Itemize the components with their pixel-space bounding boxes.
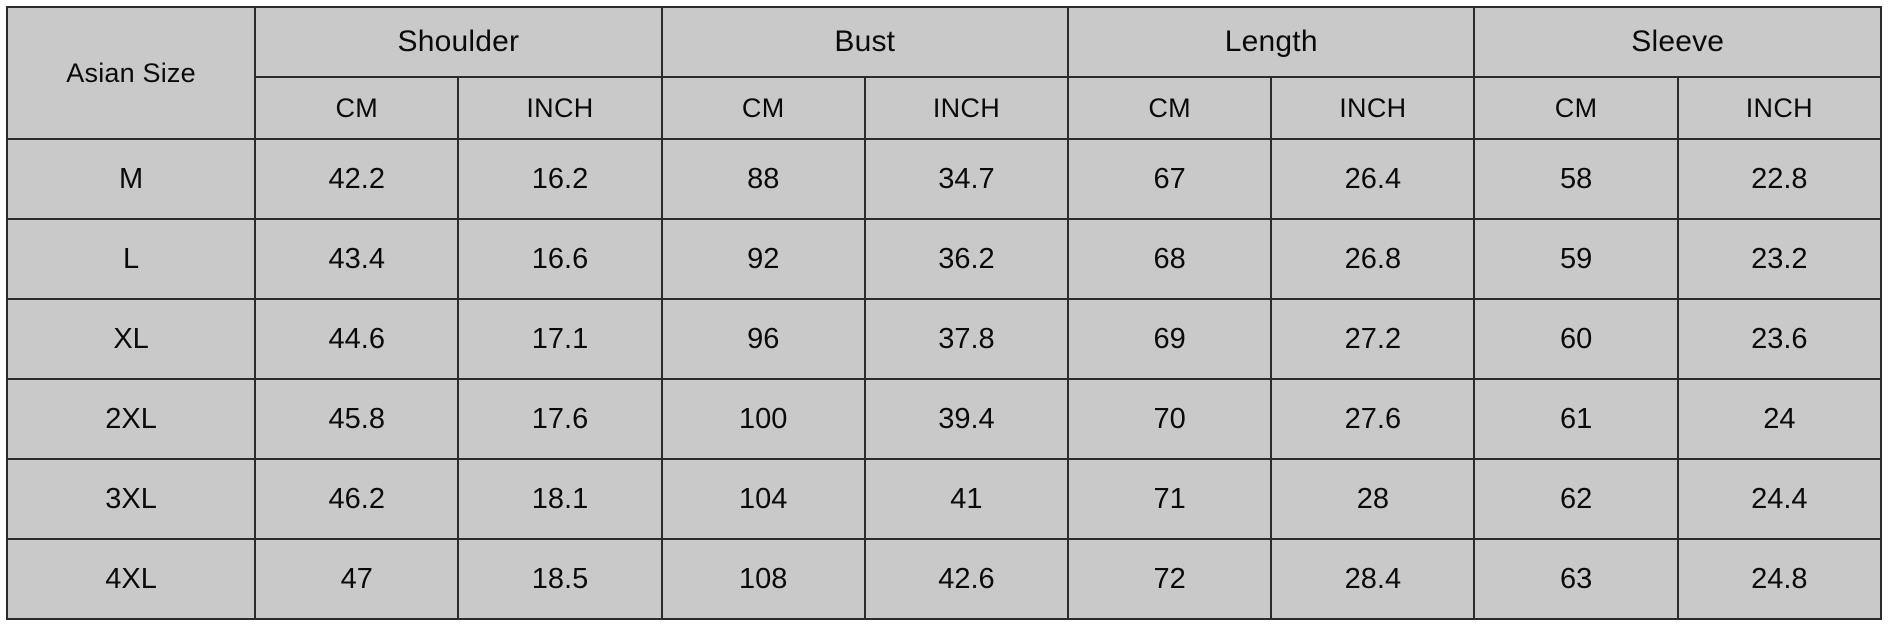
unit-header-sleeve-cm: CM <box>1473 76 1679 140</box>
length-inch-value: 28.4 <box>1270 538 1476 620</box>
shoulder-cm-value: 45.8 <box>254 378 460 460</box>
table-body: M 42.2 16.2 88 34.7 67 26.4 58 22.8 L 43… <box>5 138 1883 620</box>
unit-header-shoulder-cm: CM <box>254 76 460 140</box>
sleeve-cm-value: 62 <box>1473 458 1679 540</box>
group-header-length: Length <box>1067 6 1476 78</box>
table-row: M 42.2 16.2 88 34.7 67 26.4 58 22.8 <box>5 138 1883 220</box>
bust-cm-value: 88 <box>660 138 866 220</box>
bust-inch-value: 36.2 <box>863 218 1070 300</box>
length-cm-value: 72 <box>1067 538 1273 620</box>
sleeve-inch-value: 24.8 <box>1676 538 1883 620</box>
bust-inch-value: 39.4 <box>863 378 1070 460</box>
bust-inch-value: 41 <box>863 458 1070 540</box>
size-label: L <box>5 218 257 300</box>
table-row: XL 44.6 17.1 96 37.8 69 27.2 60 23.6 <box>5 298 1883 380</box>
length-cm-value: 71 <box>1067 458 1273 540</box>
shoulder-inch-value: 16.2 <box>457 138 663 220</box>
sleeve-inch-value: 24.4 <box>1676 458 1883 540</box>
size-label: XL <box>5 298 257 380</box>
bust-inch-value: 42.6 <box>863 538 1070 620</box>
bust-inch-value: 34.7 <box>863 138 1070 220</box>
sleeve-cm-value: 61 <box>1473 378 1679 460</box>
bust-cm-value: 108 <box>660 538 866 620</box>
shoulder-cm-value: 46.2 <box>254 458 460 540</box>
table-row: 4XL 47 18.5 108 42.6 72 28.4 63 24.8 <box>5 538 1883 620</box>
bust-cm-value: 104 <box>660 458 866 540</box>
shoulder-cm-value: 43.4 <box>254 218 460 300</box>
group-header-sleeve: Sleeve <box>1473 6 1882 78</box>
sleeve-cm-value: 59 <box>1473 218 1679 300</box>
length-inch-value: 28 <box>1270 458 1476 540</box>
length-inch-value: 26.8 <box>1270 218 1476 300</box>
unit-header-row: CM INCH CM INCH CM INCH CM INCH <box>7 76 1883 140</box>
shoulder-inch-value: 18.5 <box>457 538 663 620</box>
unit-header-sleeve-inch: INCH <box>1676 76 1883 140</box>
table-row: 2XL 45.8 17.6 100 39.4 70 27.6 61 24 <box>5 378 1883 460</box>
sleeve-inch-value: 23.2 <box>1676 218 1883 300</box>
length-inch-value: 27.2 <box>1270 298 1476 380</box>
table-header: Asian Size Shoulder Bust Length Sleeve C… <box>5 6 1883 140</box>
shoulder-inch-value: 17.6 <box>457 378 663 460</box>
size-label: M <box>5 138 257 220</box>
sleeve-cm-value: 58 <box>1473 138 1679 220</box>
table-row: 3XL 46.2 18.1 104 41 71 28 62 24.4 <box>5 458 1883 540</box>
asian-size-header: Asian Size <box>5 6 257 140</box>
bust-cm-value: 100 <box>660 378 866 460</box>
table-row: L 43.4 16.6 92 36.2 68 26.8 59 23.2 <box>5 218 1883 300</box>
shoulder-cm-value: 44.6 <box>254 298 460 380</box>
length-inch-value: 27.6 <box>1270 378 1476 460</box>
size-label: 3XL <box>5 458 257 540</box>
bust-cm-value: 96 <box>660 298 866 380</box>
shoulder-inch-value: 18.1 <box>457 458 663 540</box>
sleeve-cm-value: 63 <box>1473 538 1679 620</box>
unit-header-bust-inch: INCH <box>863 76 1070 140</box>
shoulder-inch-value: 16.6 <box>457 218 663 300</box>
unit-header-bust-cm: CM <box>660 76 866 140</box>
unit-header-length-cm: CM <box>1067 76 1273 140</box>
group-header-bust: Bust <box>660 6 1070 78</box>
group-header-row: Asian Size Shoulder Bust Length Sleeve <box>5 6 1882 140</box>
sleeve-inch-value: 24 <box>1676 378 1883 460</box>
length-inch-value: 26.4 <box>1270 138 1476 220</box>
length-cm-value: 68 <box>1067 218 1273 300</box>
unit-header-shoulder-inch: INCH <box>457 76 663 140</box>
shoulder-cm-value: 47 <box>254 538 460 620</box>
size-label: 2XL <box>5 378 257 460</box>
size-chart-table: Asian Size Shoulder Bust Length Sleeve C… <box>5 6 1883 620</box>
length-cm-value: 70 <box>1067 378 1273 460</box>
bust-inch-value: 37.8 <box>863 298 1070 380</box>
size-label: 4XL <box>5 538 257 620</box>
sleeve-cm-value: 60 <box>1473 298 1679 380</box>
sleeve-inch-value: 22.8 <box>1676 138 1883 220</box>
group-header-shoulder: Shoulder <box>254 6 663 78</box>
shoulder-inch-value: 17.1 <box>457 298 663 380</box>
shoulder-cm-value: 42.2 <box>254 138 460 220</box>
unit-header-length-inch: INCH <box>1270 76 1476 140</box>
sleeve-inch-value: 23.6 <box>1676 298 1883 380</box>
length-cm-value: 69 <box>1067 298 1273 380</box>
bust-cm-value: 92 <box>660 218 866 300</box>
length-cm-value: 67 <box>1067 138 1273 220</box>
